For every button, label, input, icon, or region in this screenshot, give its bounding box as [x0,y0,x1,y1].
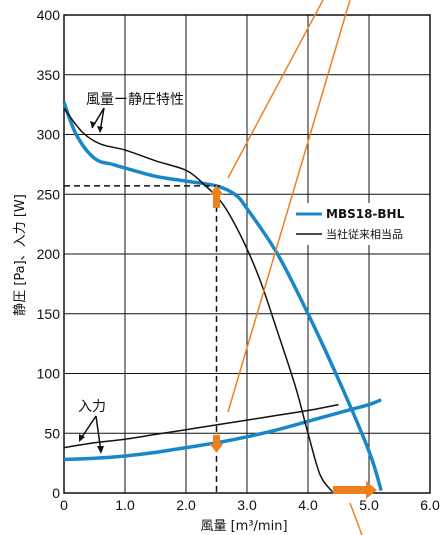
x-tick-label: 3.0 [237,497,257,513]
x-tick-label: 0 [60,497,68,513]
legend: MBS18-BHL 当社従来相当品 [294,203,424,245]
pointer-input-1-head [79,434,85,442]
guide-line-pressure [227,0,324,179]
legend-label-mbs18: MBS18-BHL [326,207,405,221]
legend-background [294,203,424,245]
mbs18-input-curve [63,398,382,462]
y-tick-label: 100 [37,366,61,382]
pointer-pressure-1-head [90,121,96,128]
pressure-characteristic-label: 風量ー静圧特性 [86,92,184,108]
x-tick-label: 6.0 [420,497,440,513]
y-tick-label: 350 [37,67,61,83]
x-tick-label: 5.0 [359,497,379,513]
arrow-airflow-head [366,481,377,499]
y-tick-label: 300 [37,127,61,143]
x-tick-label: 4.0 [298,497,318,513]
y-tick-label: 0 [52,485,60,501]
y-tick-label: 400 [37,7,61,23]
x-tick-label: 2.0 [176,497,196,513]
arrow-input-head [209,443,224,453]
pointer-input-2-head [97,446,104,454]
guide-line-input [227,0,351,413]
y-tick-label: 200 [37,246,61,262]
mbs18-pressure-curve [62,101,383,492]
guide-line-airflow [349,502,363,535]
conventional-input-curve [63,403,339,449]
ticks: 0 1.0 2.0 3.0 4.0 5.0 6.0 0 50 100 150 200 250 300 350… [37,7,440,513]
grid [63,14,431,494]
y-axis-title: 静圧 [Pa]、入力 [W] [13,194,28,316]
input-label: 入力 [78,399,106,415]
x-axis-title: 風量 [m³/min] [200,519,287,534]
legend-label-conventional: 当社従来相当品 [326,227,403,241]
pointer-pressure-2-head [97,126,103,133]
arrow-pressure-head [209,184,224,195]
y-tick-label: 250 [37,186,61,202]
x-tick-label: 1.0 [115,497,135,513]
arrow-airflow-shaft [333,486,367,494]
arrow-pressure-shaft [213,193,220,208]
arrow-input-shaft [213,434,220,445]
y-tick-label: 50 [44,425,60,441]
y-tick-label: 150 [37,306,61,322]
overlays [64,0,377,535]
conventional-pressure-curve [63,107,334,493]
